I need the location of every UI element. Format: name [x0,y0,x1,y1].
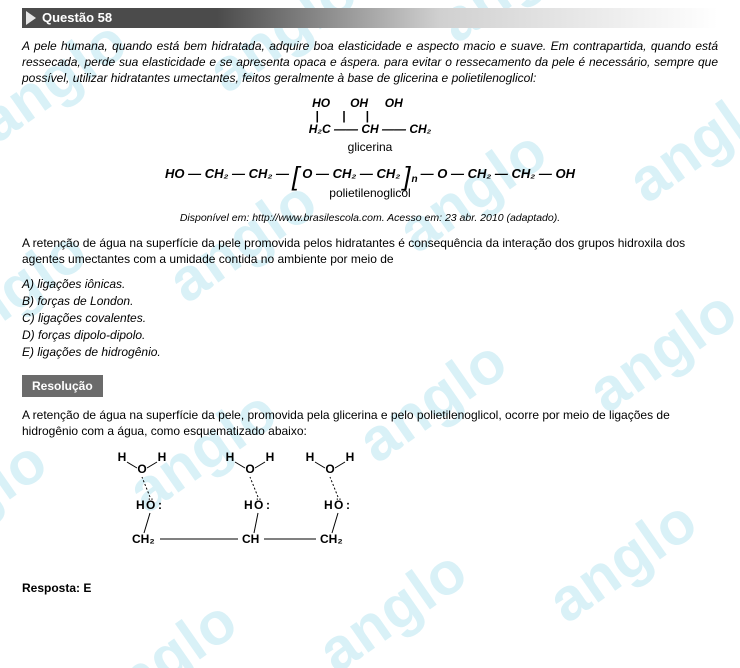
svg-text:H: H [266,450,275,464]
options-list: A) ligações iônicas. B) forças de London… [22,276,718,361]
svg-text:O: O [137,462,146,476]
svg-text:H: H [136,498,145,512]
option-c: C) ligações covalentes. [22,310,718,326]
play-icon [26,11,36,25]
question-header: Questão 58 [22,8,718,28]
svg-text:Ö: Ö [146,497,155,512]
resolution-header: Resolução [22,375,103,397]
option-a: A) ligações iônicas. [22,276,718,292]
glycerin-label: glicerina [22,139,718,155]
svg-text:H: H [244,498,253,512]
svg-text:H: H [324,498,333,512]
glycerin-structure: HO OH OH | | | H₂C —— CH —— CH₂ glicerin… [22,97,718,156]
peg-label: polietilenoglicol [22,185,718,201]
svg-text:O: O [245,462,254,476]
svg-text:H: H [346,450,355,464]
svg-text:Ö: Ö [334,497,343,512]
svg-text:CH: CH [242,532,259,546]
svg-text:CH₂: CH₂ [320,532,343,546]
citation: Disponível em: http://www.brasilescola.c… [22,211,718,225]
svg-text:H: H [306,450,315,464]
svg-text:CH₂: CH₂ [132,532,155,546]
question-intro: A pele humana, quando está bem hidratada… [22,38,718,87]
svg-text::: : [158,498,162,512]
svg-text::: : [266,498,270,512]
option-d: D) forças dipolo-dipolo. [22,327,718,343]
svg-text::: : [346,498,350,512]
svg-text:H: H [118,450,127,464]
answer-label: Resposta: E [22,580,718,596]
resolution-text: A retenção de água na superfície da pele… [22,407,718,439]
question-prompt: A retenção de água na superfície da pele… [22,235,718,267]
svg-text:Ö: Ö [254,497,263,512]
svg-text:H: H [158,450,167,464]
svg-text:H: H [226,450,235,464]
option-e: E) ligações de hidrogênio. [22,344,718,360]
hbond-diagram: OHHOHHOHHHÖ:HÖ:HÖ:CH₂CHCH₂ [82,449,718,568]
svg-text:O: O [325,462,334,476]
peg-structure: HO — CH₂ — CH₂ — [ O — CH₂ — CH₂ ] n — O… [22,165,718,201]
option-b: B) forças de London. [22,293,718,309]
question-number: Questão 58 [42,9,112,27]
